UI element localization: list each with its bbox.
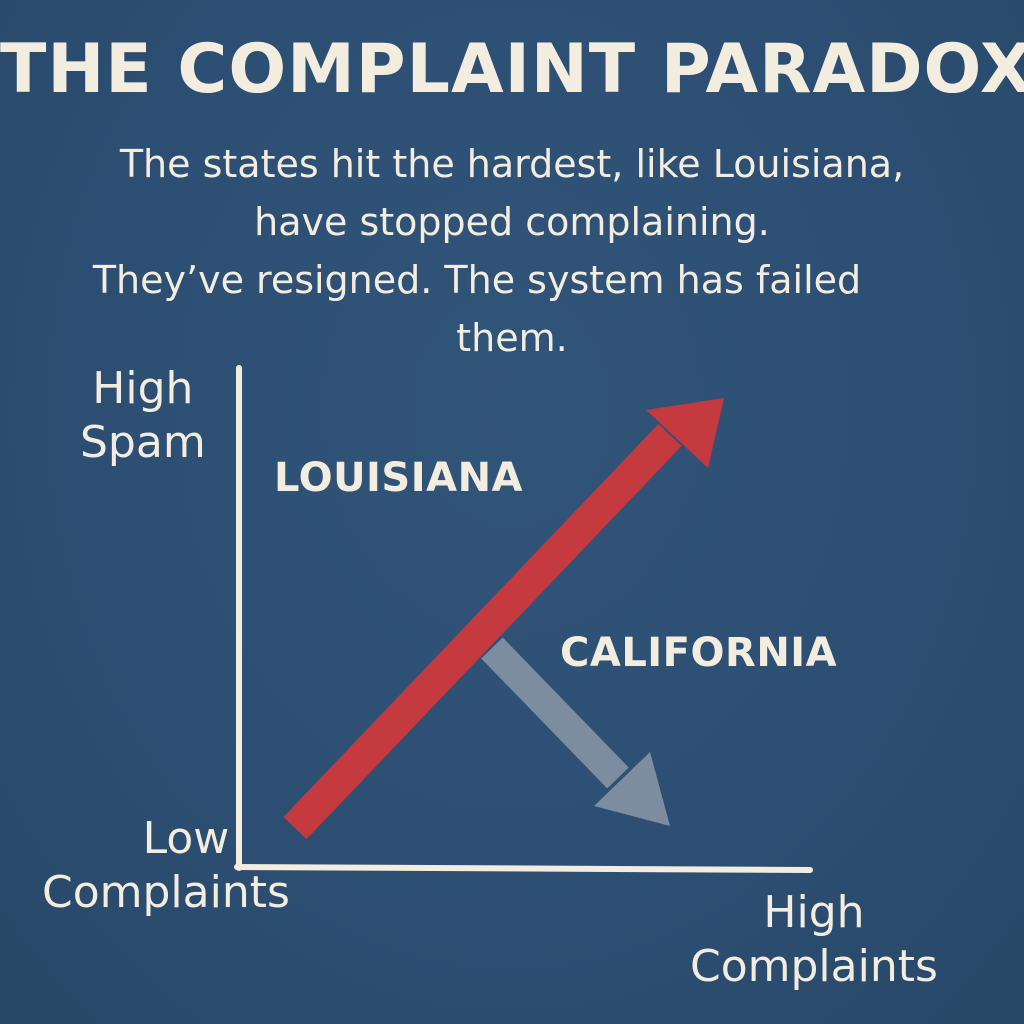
subtitle: The states hit the hardest, like Louisia… — [82, 135, 942, 367]
louisiana-label: LOUISIANA — [274, 455, 524, 501]
y-axis-high-line-2: Spam — [80, 417, 206, 468]
subtitle-line-3: They’ve resigned. The system has failed — [92, 258, 862, 302]
x-axis — [234, 864, 813, 873]
subtitle-line-4: them. — [456, 316, 568, 360]
subtitle-line-2: have stopped complaining. — [254, 200, 770, 244]
y-axis-high-line-1: High — [92, 363, 194, 414]
y-axis-high-label: High Spam — [80, 362, 206, 470]
page-title: THE COMPLAINT PARADOX — [0, 30, 1024, 109]
subtitle-line-1: The states hit the hardest, like Louisia… — [119, 142, 905, 186]
x-axis-high-label: High Complaints — [690, 886, 938, 994]
origin-label: Low Complaints — [42, 812, 290, 920]
origin-line-2: Complaints — [42, 867, 290, 918]
louisiana-trend-arrow — [283, 398, 724, 840]
x-axis-high-line-1: High — [763, 887, 865, 938]
california-label: CALIFORNIA — [560, 630, 838, 676]
x-axis-high-line-2: Complaints — [690, 941, 938, 992]
origin-line-1: Low — [142, 813, 230, 864]
california-trend-arrow — [481, 637, 670, 826]
